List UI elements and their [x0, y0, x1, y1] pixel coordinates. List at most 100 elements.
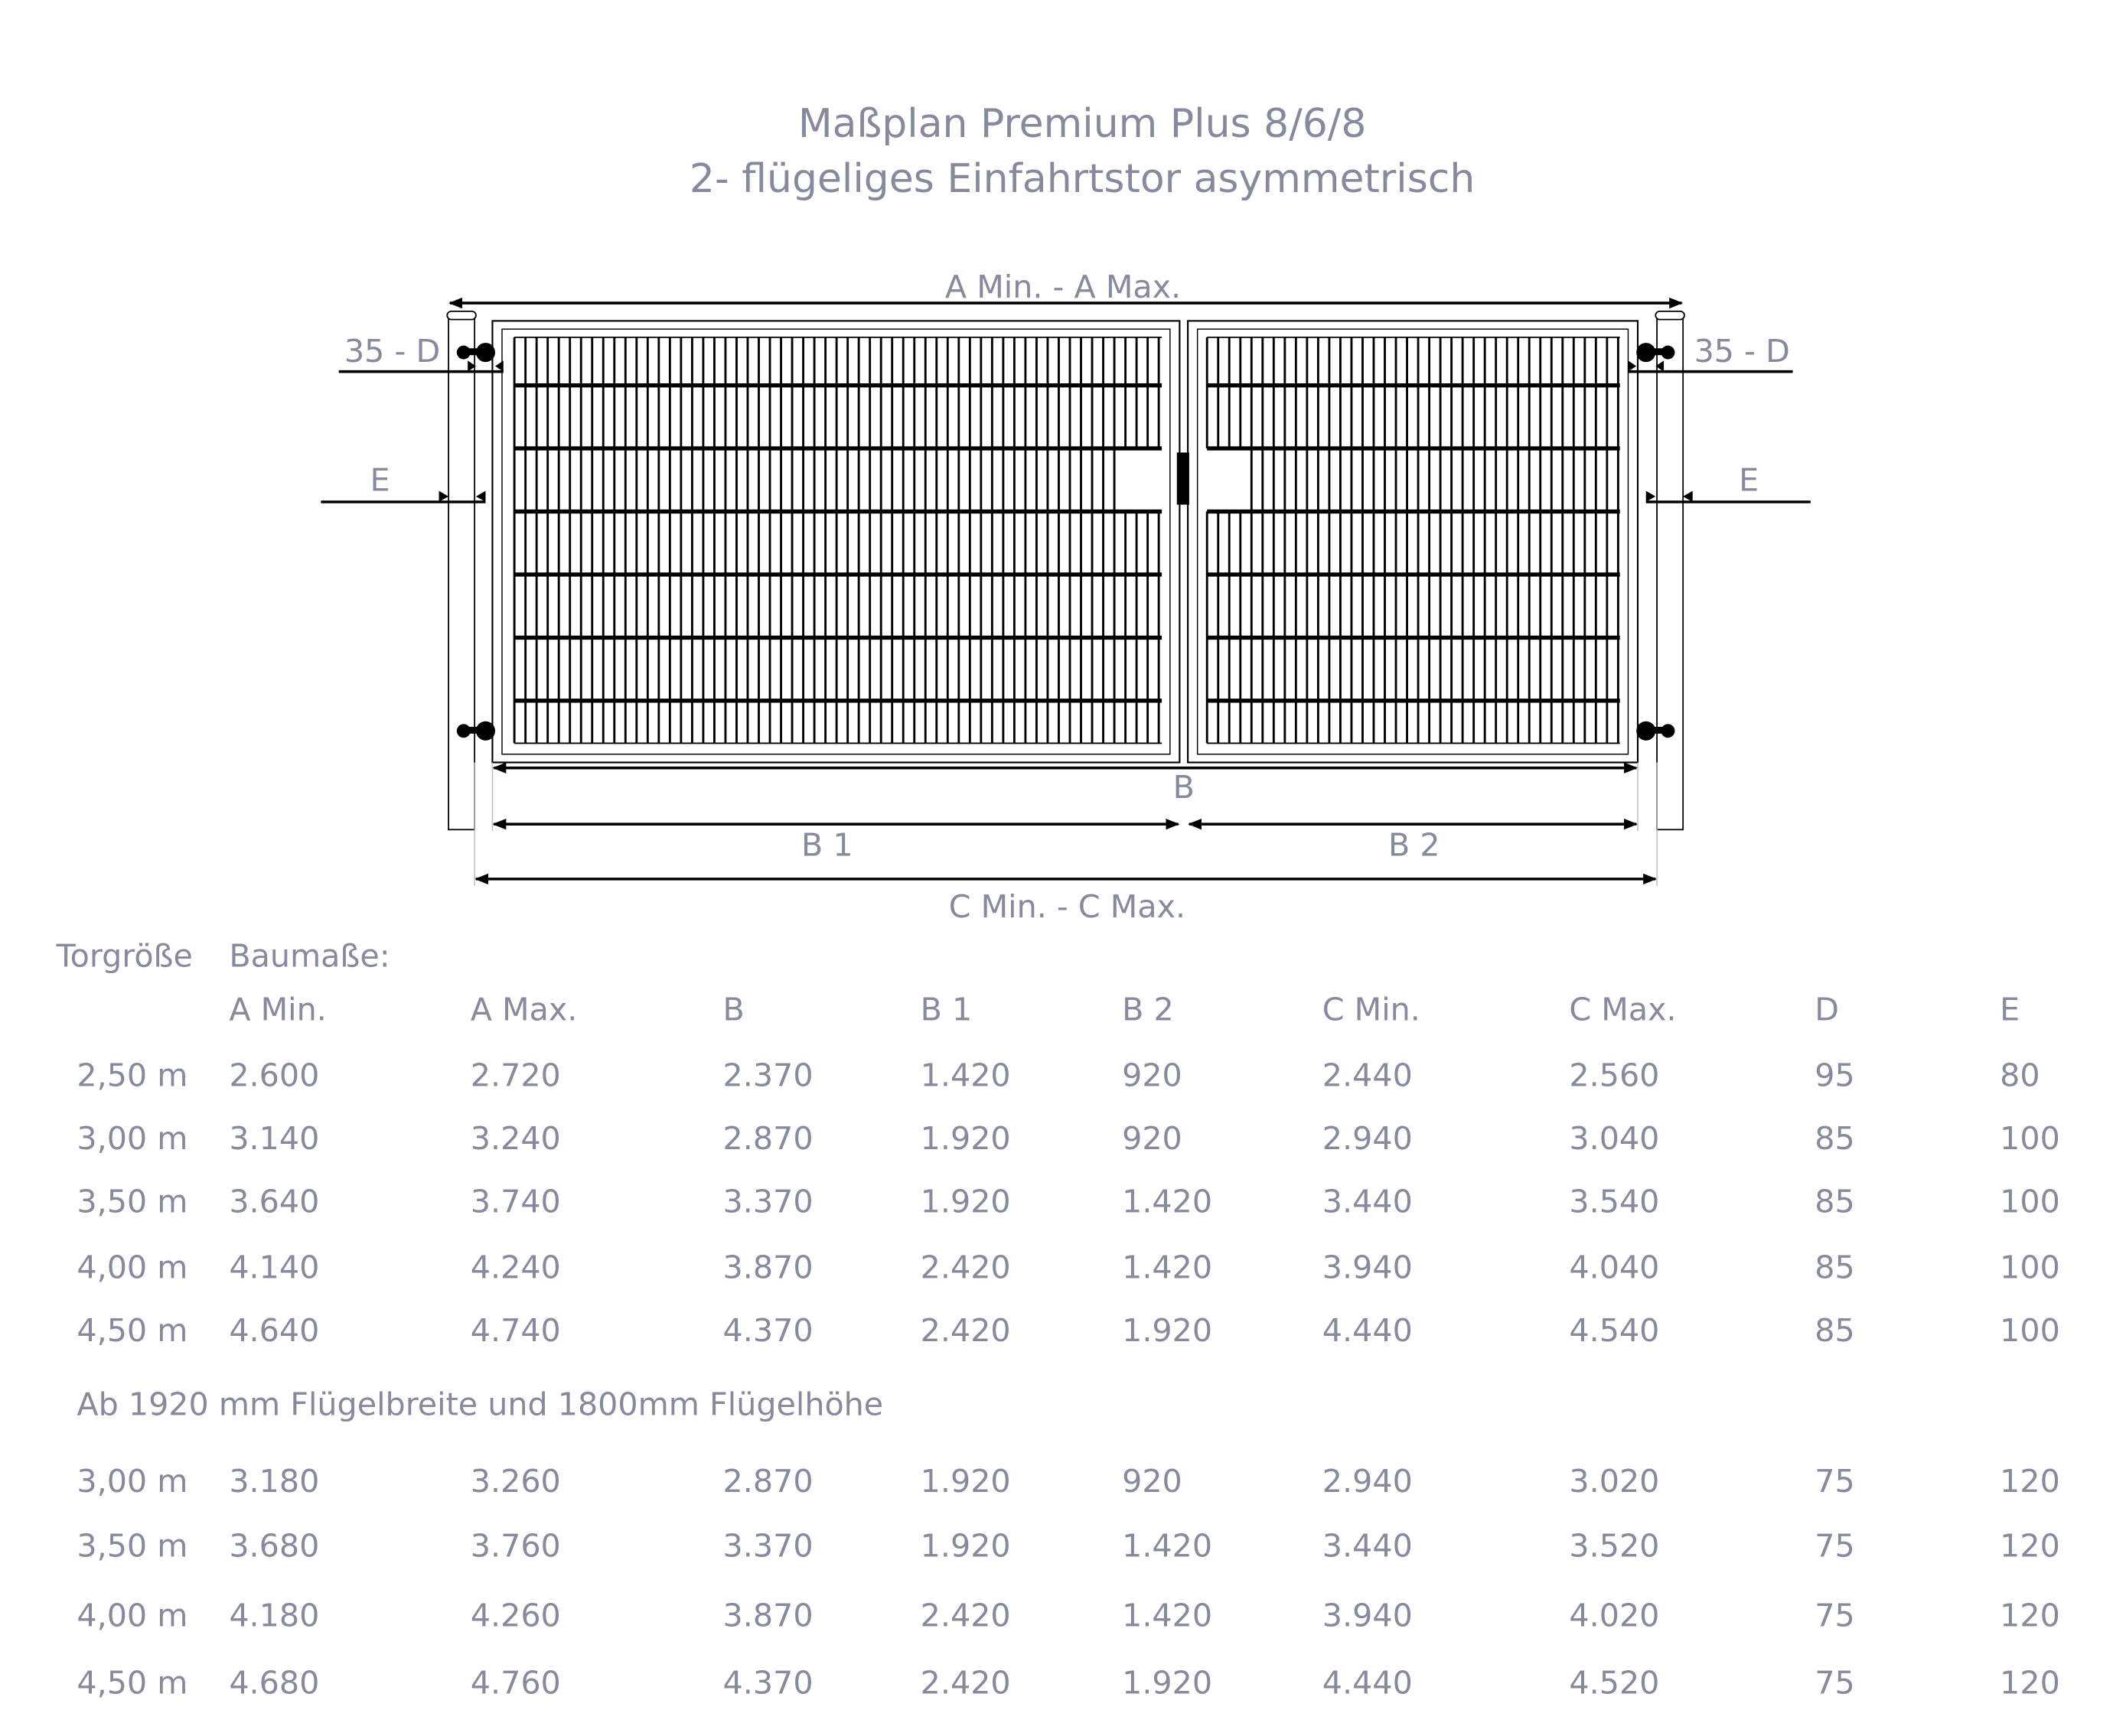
column-header-b1: B 1 [920, 992, 973, 1029]
column-header-a-min: A Min. [229, 992, 327, 1029]
cell-b1: 1.920 [920, 1529, 1011, 1565]
cell-c-max: 2.560 [1569, 1058, 1660, 1095]
cell-e: 100 [2000, 1314, 2060, 1350]
cell-size: 2,50 m [77, 1058, 188, 1095]
cell-b1: 2.420 [920, 1666, 1011, 1702]
cell-a-min: 4.640 [229, 1314, 320, 1350]
column-header-a-max: A Max. [470, 992, 578, 1029]
cell-c-max: 4.020 [1569, 1598, 1660, 1635]
cell-d: 85 [1815, 1314, 1855, 1350]
cell-a-min: 4.140 [229, 1250, 320, 1287]
cell-e: 120 [2000, 1666, 2060, 1702]
title-line-2: 2- flügeliges Einfahrtstor asymmetrisch [689, 155, 1475, 202]
cell-size: 3,00 m [77, 1122, 188, 1158]
hinge-top-right [1636, 343, 1675, 363]
cell-b: 2.370 [722, 1058, 814, 1095]
hinge-bottom-left [456, 721, 496, 741]
cell-c-max: 3.540 [1569, 1184, 1660, 1221]
cell-size: 4,00 m [77, 1250, 188, 1287]
cell-a-max: 4.740 [470, 1314, 561, 1350]
cell-a-min: 2.600 [229, 1058, 320, 1095]
cell-c-max: 4.540 [1569, 1314, 1660, 1350]
cell-a-min: 3.180 [229, 1464, 320, 1500]
label-d-right: 35 - D [1694, 333, 1790, 370]
left-leaf-mesh [513, 337, 1162, 744]
cell-d: 95 [1815, 1058, 1855, 1095]
cell-c-min: 4.440 [1322, 1666, 1413, 1702]
cell-d: 85 [1815, 1184, 1855, 1221]
cell-b1: 2.420 [920, 1314, 1011, 1350]
table-note: Ab 1920 mm Flügelbreite und 1800mm Flüge… [77, 1387, 884, 1424]
cell-b: 3.370 [722, 1529, 814, 1565]
cell-b2: 1.420 [1122, 1598, 1213, 1635]
cell-d: 75 [1815, 1666, 1855, 1702]
cell-b: 2.870 [722, 1122, 814, 1158]
cell-c-min: 2.440 [1322, 1058, 1413, 1095]
cell-e: 100 [2000, 1184, 2060, 1221]
cell-a-max: 4.760 [470, 1666, 561, 1702]
cell-d: 75 [1815, 1529, 1855, 1565]
dims-header: Baumaße: [229, 939, 390, 975]
cell-d: 75 [1815, 1464, 1855, 1500]
cell-a-max: 3.760 [470, 1529, 561, 1565]
cell-a-min: 3.640 [229, 1184, 320, 1221]
column-header-b: B [722, 992, 745, 1029]
cell-c-max: 3.040 [1569, 1122, 1660, 1158]
cell-c-max: 3.020 [1569, 1464, 1660, 1500]
right-leaf-mesh [1205, 337, 1620, 744]
hinge-top-left [456, 343, 496, 363]
cell-a-min: 4.680 [229, 1666, 320, 1702]
cell-b2: 1.420 [1122, 1184, 1213, 1221]
cell-a-max: 4.260 [470, 1598, 561, 1635]
cell-size: 4,00 m [77, 1598, 188, 1635]
right-post [1655, 310, 1685, 831]
cell-b1: 1.420 [920, 1058, 1011, 1095]
gate-latch [1176, 452, 1189, 505]
cell-size: 3,00 m [77, 1464, 188, 1500]
dimension-d-right [1628, 360, 1793, 373]
label-c: C Min. - C Max. [949, 888, 1185, 925]
label-b1: B 1 [801, 826, 853, 863]
cell-a-min: 3.680 [229, 1529, 320, 1565]
cell-b2: 1.920 [1122, 1666, 1213, 1702]
cell-c-min: 3.940 [1322, 1250, 1413, 1287]
cell-d: 75 [1815, 1598, 1855, 1635]
cell-a-max: 3.240 [470, 1122, 561, 1158]
cell-b: 4.370 [722, 1314, 814, 1350]
cell-c-max: 4.520 [1569, 1666, 1660, 1702]
gate-drawing: A Min. - A Max. B B 1 B 2 C Min. - C Max… [321, 269, 1811, 925]
cell-c-max: 4.040 [1569, 1250, 1660, 1287]
cell-b2: 1.420 [1122, 1250, 1213, 1287]
cell-size: 3,50 m [77, 1184, 188, 1221]
cell-b1: 2.420 [920, 1598, 1011, 1635]
label-e-left: E [370, 462, 390, 499]
cell-c-min: 3.440 [1322, 1184, 1413, 1221]
cell-e: 100 [2000, 1250, 2060, 1287]
column-header-c-min: C Min. [1322, 992, 1420, 1029]
dimension-e-right [1645, 490, 1811, 503]
size-header: Torgröße [56, 939, 193, 975]
column-header-b2: B 2 [1122, 992, 1174, 1029]
cell-size: 4,50 m [77, 1314, 188, 1350]
cell-b2: 920 [1122, 1122, 1182, 1158]
title-line-1: Maßplan Premium Plus 8/6/8 [797, 99, 1367, 147]
cell-b: 3.870 [722, 1598, 814, 1635]
cell-b2: 1.920 [1122, 1314, 1213, 1350]
cell-a-max: 3.260 [470, 1464, 561, 1500]
cell-size: 3,50 m [77, 1529, 188, 1565]
cell-c-min: 3.940 [1322, 1598, 1413, 1635]
cell-a-max: 4.240 [470, 1250, 561, 1287]
dimension-e-left [321, 490, 486, 503]
column-header-c-max: C Max. [1569, 992, 1677, 1029]
cell-b1: 2.420 [920, 1250, 1011, 1287]
cell-b: 2.870 [722, 1464, 814, 1500]
cell-e: 100 [2000, 1122, 2060, 1158]
label-b2: B 2 [1388, 826, 1440, 863]
cell-d: 85 [1815, 1122, 1855, 1158]
cell-c-max: 3.520 [1569, 1529, 1660, 1565]
cell-c-min: 2.940 [1322, 1122, 1413, 1158]
label-b: B [1173, 769, 1195, 806]
cell-b: 3.870 [722, 1250, 814, 1287]
cell-c-min: 2.940 [1322, 1464, 1413, 1500]
cell-c-min: 4.440 [1322, 1314, 1413, 1350]
